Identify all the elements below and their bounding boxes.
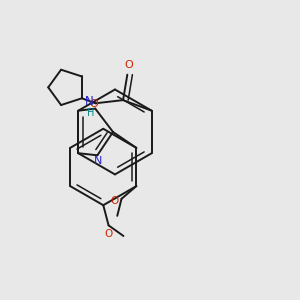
Text: N: N bbox=[85, 95, 93, 108]
Text: O: O bbox=[124, 60, 133, 70]
Text: H: H bbox=[87, 108, 94, 118]
Text: O: O bbox=[110, 196, 118, 206]
Text: O: O bbox=[104, 229, 113, 238]
Text: O: O bbox=[90, 99, 99, 110]
Text: N: N bbox=[94, 156, 103, 166]
